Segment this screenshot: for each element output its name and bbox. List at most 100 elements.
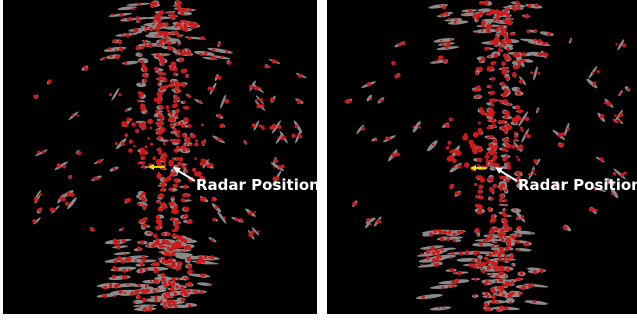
point [177, 277, 180, 281]
point [445, 45, 449, 49]
point [505, 267, 511, 273]
point [163, 281, 167, 285]
point [492, 39, 496, 43]
point [261, 104, 265, 108]
point [169, 112, 173, 116]
point [180, 238, 184, 243]
blob [526, 52, 548, 58]
annotation-arrow-icon [173, 167, 196, 182]
point [186, 219, 191, 225]
point [504, 101, 507, 105]
point [495, 16, 498, 19]
point [155, 215, 161, 220]
point [155, 225, 161, 231]
point [501, 119, 506, 124]
point [163, 41, 167, 45]
point [501, 293, 506, 297]
point [498, 257, 503, 262]
point [180, 285, 184, 290]
point [490, 10, 494, 14]
point [109, 54, 113, 58]
point [155, 27, 160, 32]
point [512, 291, 515, 295]
point [118, 93, 122, 97]
point [171, 17, 174, 21]
point [496, 13, 501, 17]
point [172, 141, 175, 144]
point [492, 265, 498, 270]
blob [167, 304, 190, 308]
point [491, 219, 495, 223]
point [160, 10, 164, 14]
point [182, 148, 186, 153]
point [492, 146, 497, 151]
point [163, 284, 167, 288]
point [114, 141, 118, 145]
point [515, 105, 521, 110]
point [167, 11, 171, 15]
point [519, 117, 523, 121]
point [425, 249, 431, 255]
blob [188, 273, 211, 278]
blob [35, 149, 48, 157]
point [103, 285, 108, 290]
point [434, 59, 438, 63]
point [117, 256, 122, 261]
point [505, 149, 509, 153]
blob [165, 38, 180, 42]
point [91, 228, 95, 232]
point [534, 173, 537, 176]
blob [124, 107, 132, 112]
point [122, 268, 127, 273]
blob [447, 20, 469, 25]
point [451, 284, 455, 288]
point [499, 251, 503, 255]
point [458, 192, 461, 195]
point [478, 158, 482, 162]
point [526, 29, 531, 34]
point [513, 52, 518, 58]
point [258, 124, 262, 128]
point [502, 228, 506, 232]
point [120, 141, 125, 146]
point [180, 51, 184, 56]
point [446, 124, 449, 127]
point [498, 44, 503, 49]
point [486, 126, 490, 130]
point [148, 43, 153, 48]
point [490, 162, 494, 166]
point [39, 193, 43, 196]
blob [365, 217, 376, 224]
point [185, 135, 188, 138]
point [187, 36, 192, 40]
point [369, 97, 373, 101]
point [508, 226, 513, 231]
point [478, 66, 483, 72]
point [174, 109, 179, 114]
point [515, 117, 520, 122]
point [149, 280, 153, 283]
blob [197, 282, 212, 286]
point [173, 291, 176, 294]
point [157, 171, 161, 175]
point [251, 123, 256, 128]
point [182, 100, 186, 104]
point [159, 188, 163, 192]
point [173, 228, 178, 233]
point [476, 262, 482, 268]
point [491, 90, 495, 94]
point [510, 280, 515, 284]
point [475, 13, 480, 18]
point [166, 291, 170, 296]
point [490, 143, 494, 147]
point [181, 145, 186, 150]
point [142, 307, 148, 312]
point [184, 74, 189, 78]
point [159, 104, 164, 109]
point [532, 300, 536, 304]
point [183, 117, 189, 123]
point [131, 32, 134, 36]
point [171, 117, 176, 122]
point [433, 229, 438, 234]
point [157, 77, 162, 81]
